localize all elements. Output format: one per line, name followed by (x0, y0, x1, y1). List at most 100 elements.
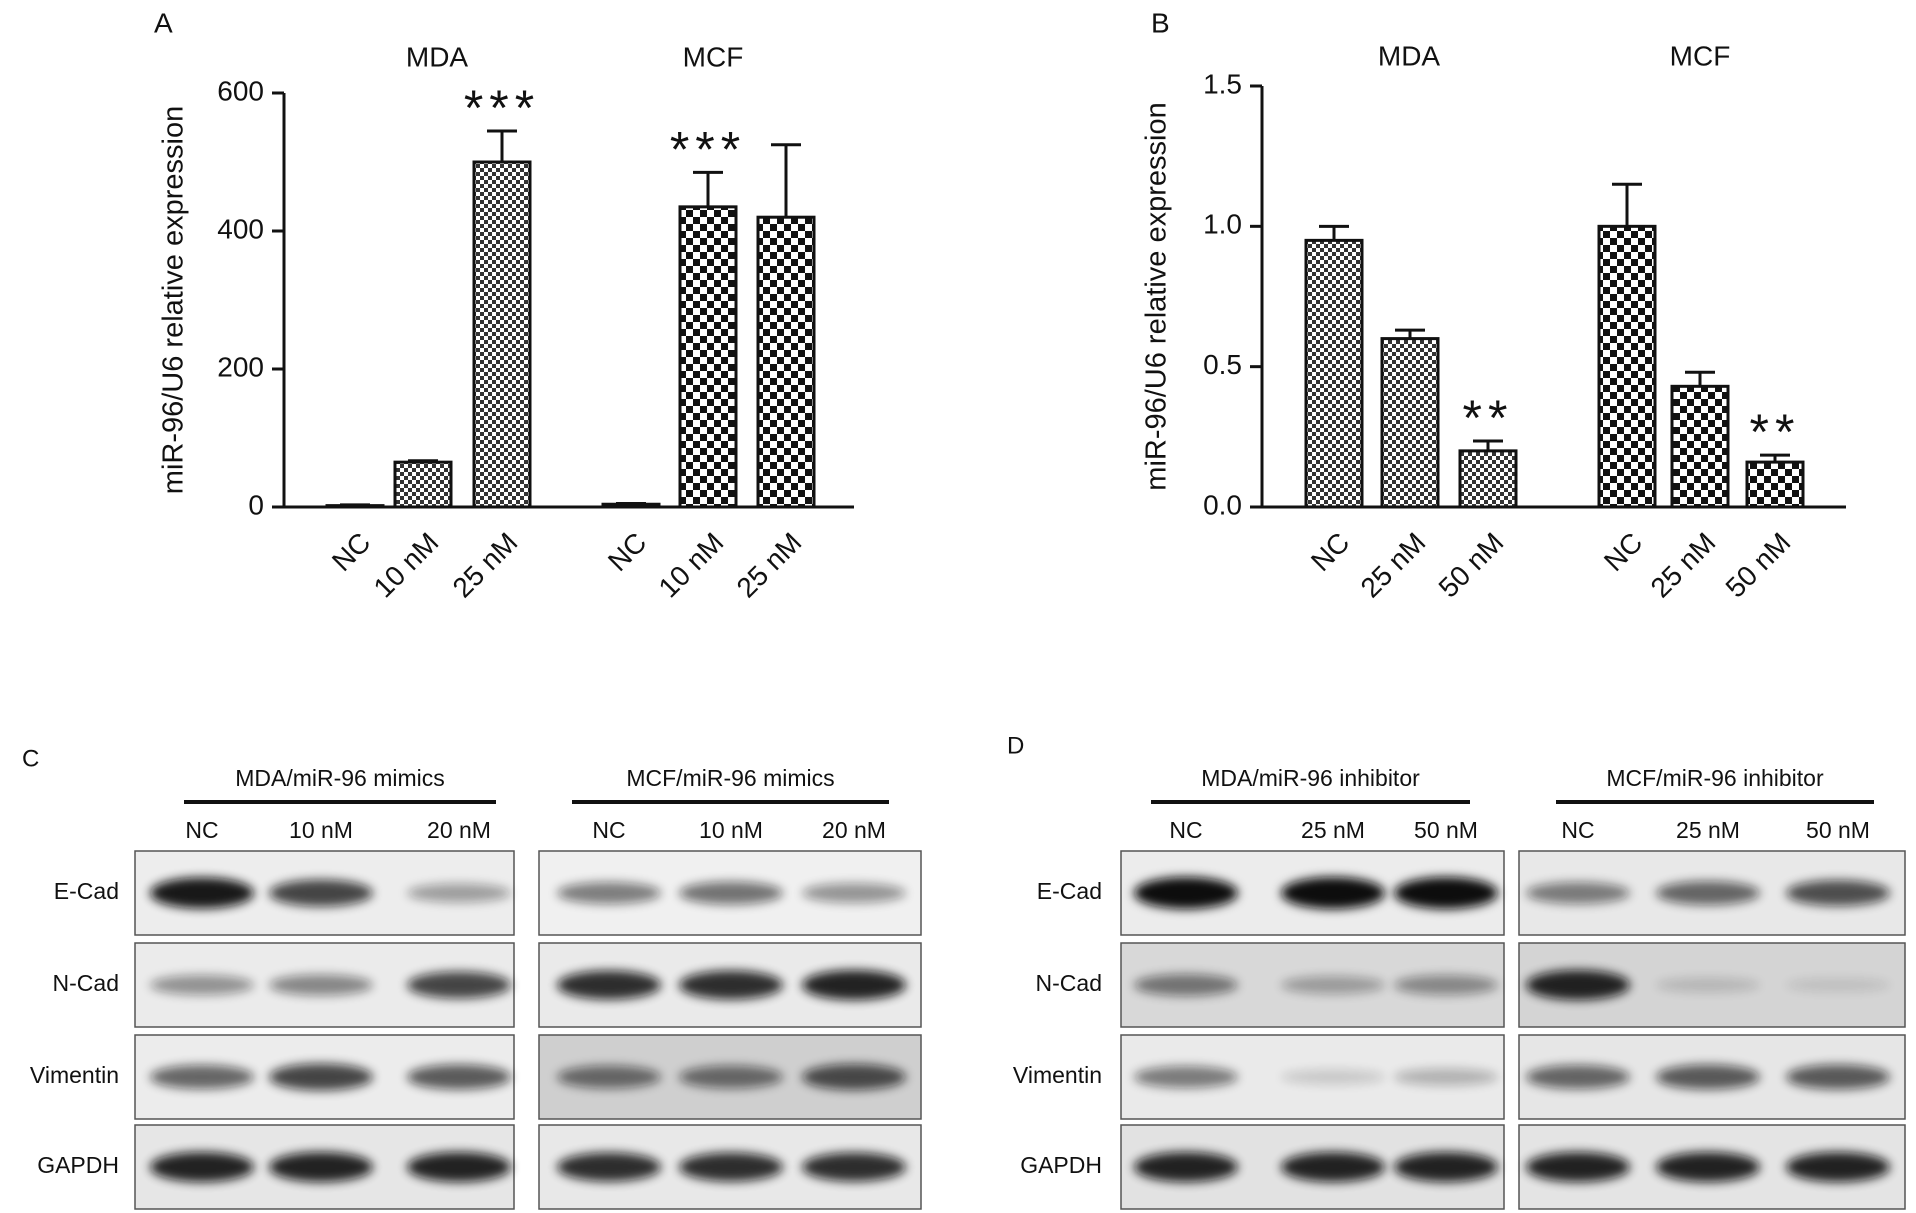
blot-band (407, 1064, 511, 1090)
bar (472, 160, 532, 509)
blot-band (1786, 1064, 1890, 1090)
blot-band (150, 877, 254, 909)
row-label: N-Cad (1036, 970, 1102, 996)
y-axis-label: miR-96/U6 relative expression (1141, 102, 1173, 490)
bar (1304, 238, 1364, 509)
blot-band (269, 1152, 373, 1182)
lane-label: 25 nM (1676, 817, 1740, 843)
blot-band (1786, 880, 1890, 906)
significance: ** (1463, 390, 1514, 446)
blot-band (1656, 1064, 1760, 1090)
lane-label: 25 nM (1301, 817, 1365, 843)
blot-band (1394, 877, 1498, 909)
y-tick-label: 200 (217, 351, 264, 382)
blot-band (679, 881, 783, 905)
bar (1597, 224, 1657, 509)
group-title: MCF/miR-96 mimics (626, 765, 834, 791)
error-bar (1685, 370, 1715, 387)
blot-band (407, 1152, 511, 1182)
error-bar (340, 503, 370, 507)
blot-band (150, 1065, 254, 1089)
row-label: GAPDH (1020, 1152, 1102, 1178)
blot-band (1134, 1066, 1238, 1088)
bar (1380, 337, 1440, 509)
lane-label: NC (185, 817, 218, 843)
x-tick-label: 10 nM (368, 527, 445, 604)
x-tick-label: 25 nM (1645, 527, 1722, 604)
blot-band (679, 970, 783, 1000)
y-tick-label: 400 (217, 213, 264, 244)
blot-band (802, 883, 906, 903)
blot-band (1526, 1065, 1630, 1089)
bar (678, 205, 738, 509)
x-tick-label: 25 nM (731, 527, 808, 604)
blot-band (1394, 1068, 1498, 1086)
bar (393, 460, 453, 509)
blot-band (802, 1064, 906, 1090)
lane-label: NC (1561, 817, 1594, 843)
blot-band (1281, 1152, 1385, 1182)
blot-band (407, 971, 511, 999)
group-title: MCF (683, 41, 744, 72)
lane-label: 50 nM (1414, 817, 1478, 843)
y-axis-label: miR-96/U6 relative expression (158, 106, 190, 494)
blot-band (802, 1152, 906, 1182)
bar (1670, 384, 1730, 509)
error-bar (616, 502, 646, 506)
row-label: Vimentin (1013, 1062, 1102, 1088)
blot-band (679, 1065, 783, 1089)
panel-label: C (22, 745, 39, 772)
blot-band (557, 882, 661, 904)
x-tick-label: 50 nM (1720, 527, 1797, 604)
x-tick-label: NC (326, 527, 377, 578)
blot-band (1786, 1152, 1890, 1182)
panel-label: D (1007, 732, 1024, 759)
row-label: N-Cad (53, 970, 119, 996)
group-title: MCF (1670, 40, 1731, 71)
error-bar (693, 170, 723, 207)
significance: ** (1750, 404, 1801, 460)
x-tick-label: NC (1305, 527, 1356, 578)
x-tick-label: NC (1598, 527, 1649, 578)
x-tick-label: 25 nM (447, 527, 524, 604)
blot-band (1656, 977, 1760, 993)
error-bar (408, 459, 438, 463)
bar (1458, 449, 1518, 509)
lane-label: 10 nM (699, 817, 763, 843)
y-tick-label: 0.0 (1203, 489, 1242, 520)
blot-band (1281, 877, 1385, 909)
blot-band (1786, 978, 1890, 992)
blot-band (1394, 975, 1498, 995)
blot-band (802, 970, 906, 1000)
error-bar (771, 143, 801, 218)
group-title: MDA/miR-96 inhibitor (1201, 765, 1420, 791)
group-title: MDA/miR-96 mimics (235, 765, 445, 791)
lane-label: 20 nM (822, 817, 886, 843)
lane-label: NC (592, 817, 625, 843)
blot-band (1526, 1152, 1630, 1182)
blot-band (1134, 974, 1238, 996)
significance: *** (670, 121, 746, 177)
blot-band (1394, 1152, 1498, 1182)
blot-band (557, 1065, 661, 1089)
bar (1745, 460, 1805, 509)
panel-label: A (154, 7, 173, 38)
error-bar (1760, 453, 1790, 463)
group-title: MDA (1378, 40, 1441, 71)
y-tick-label: 600 (217, 75, 264, 106)
blot-band (679, 1152, 783, 1182)
lane-label: NC (1169, 817, 1202, 843)
lane-label: 50 nM (1806, 817, 1870, 843)
blot-band (1656, 1152, 1760, 1182)
lane-label: 10 nM (289, 817, 353, 843)
blot-band (269, 974, 373, 996)
lane-label: 20 nM (427, 817, 491, 843)
row-label: GAPDH (37, 1152, 119, 1178)
error-bar (1395, 328, 1425, 339)
blot-band (557, 1152, 661, 1182)
blot-band (1134, 877, 1238, 909)
y-tick-label: 0.5 (1203, 349, 1242, 380)
error-bar (487, 129, 517, 162)
